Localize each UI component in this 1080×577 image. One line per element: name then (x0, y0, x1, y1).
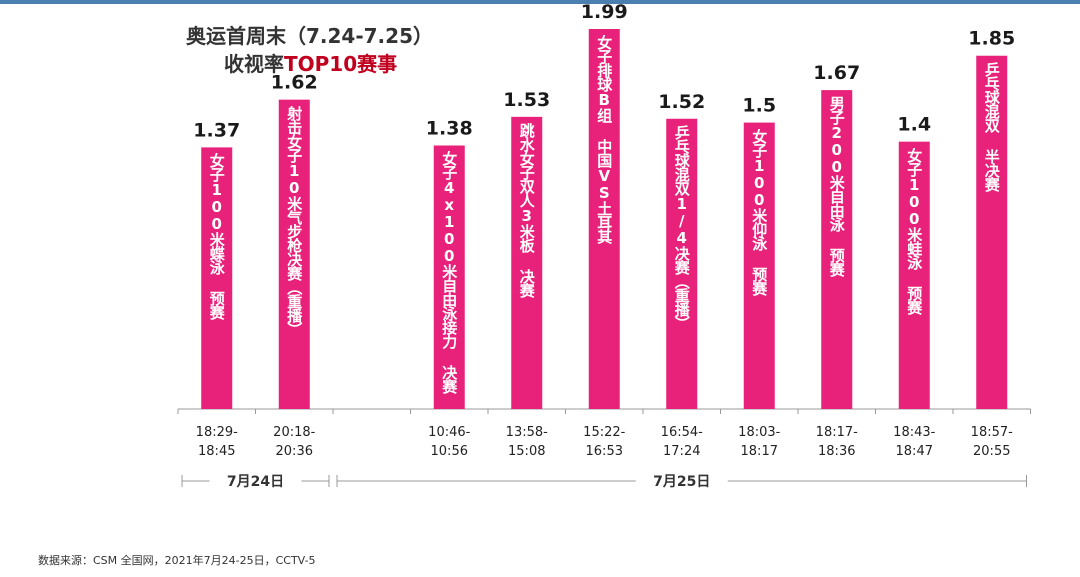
bar-label: 女子100米仰泳 预赛 (750, 128, 769, 295)
data-label: 1.38 (426, 117, 473, 139)
x-tick-label: 18:45 (198, 444, 235, 459)
bar-label: 男子200米自由泳 预赛 (827, 96, 846, 277)
data-label: 1.37 (193, 119, 240, 141)
bar (898, 141, 930, 409)
x-tick-label: 15:08 (508, 444, 545, 459)
x-tick-label: 20:18- (273, 425, 315, 440)
bar (666, 118, 698, 409)
group-label: 7月24日 (227, 474, 284, 490)
bar-label: 女子4x100米自由泳接力 决赛 (440, 151, 459, 394)
x-tick-label: 10:56 (431, 444, 468, 459)
chart-title-prefix: 收视率 (224, 52, 284, 76)
data-label: 1.67 (813, 62, 860, 84)
bar (588, 29, 620, 410)
data-label: 1.4 (897, 114, 931, 136)
x-tick-label: 18:43- (893, 425, 935, 440)
bar (743, 122, 775, 410)
x-tick-label: 10:46- (428, 425, 470, 440)
chart-title-highlight: TOP10赛事 (284, 52, 398, 76)
x-tick-label: 16:53 (586, 444, 623, 459)
bar-label: 射击女子10米气步枪决赛（重播） (285, 105, 304, 336)
bar-label: 跳水女子双人3米板 决赛 (517, 122, 536, 297)
x-tick-label: 13:58- (506, 425, 548, 440)
x-tick-label: 18:03- (738, 425, 780, 440)
bar (821, 90, 853, 409)
data-label: 1.5 (742, 95, 776, 117)
data-label: 1.85 (968, 28, 1015, 50)
x-tick-label: 18:47 (896, 444, 933, 459)
bar (278, 99, 310, 410)
x-tick-label: 16:54- (661, 425, 703, 440)
bar-label: 女子排球B组 中国VS土耳其 (595, 35, 614, 243)
x-tick-label: 17:24 (663, 444, 700, 459)
x-tick-label: 18:17- (816, 425, 858, 440)
x-tick-label: 15:22- (583, 425, 625, 440)
bar (201, 147, 233, 409)
data-label: 1.99 (581, 1, 628, 23)
bar-label: 乒乓球混双1/4决赛（重播） (672, 124, 691, 330)
bar-label: 女子100米蝶泳 预赛 (207, 153, 226, 320)
x-tick-label: 18:17 (741, 444, 778, 459)
chart-title-line1: 奥运首周末（7.24-7.25） (186, 24, 433, 48)
top-rule (0, 0, 1080, 4)
data-label: 1.52 (658, 91, 705, 113)
x-tick-label: 18:57- (971, 425, 1013, 440)
data-source-note: 数据来源：CSM 全国网，2021年7月24-25日，CCTV-5 (38, 554, 316, 567)
chart-title-line2: 收视率TOP10赛事 (224, 48, 397, 77)
x-tick-label: 20:55 (973, 444, 1010, 459)
group-label: 7月25日 (653, 474, 710, 490)
x-tick-label: 20:36 (276, 444, 313, 459)
data-label: 1.62 (271, 72, 318, 94)
x-tick-label: 18:29- (196, 425, 238, 440)
bar (511, 116, 543, 409)
bar (976, 55, 1008, 409)
data-label: 1.53 (503, 89, 550, 111)
bar (433, 145, 465, 409)
bar-label: 女子100米蛙泳 预赛 (905, 147, 924, 314)
x-tick-label: 18:36 (818, 444, 855, 459)
bar-label: 乒乓球混双 半决赛 (982, 61, 1001, 191)
